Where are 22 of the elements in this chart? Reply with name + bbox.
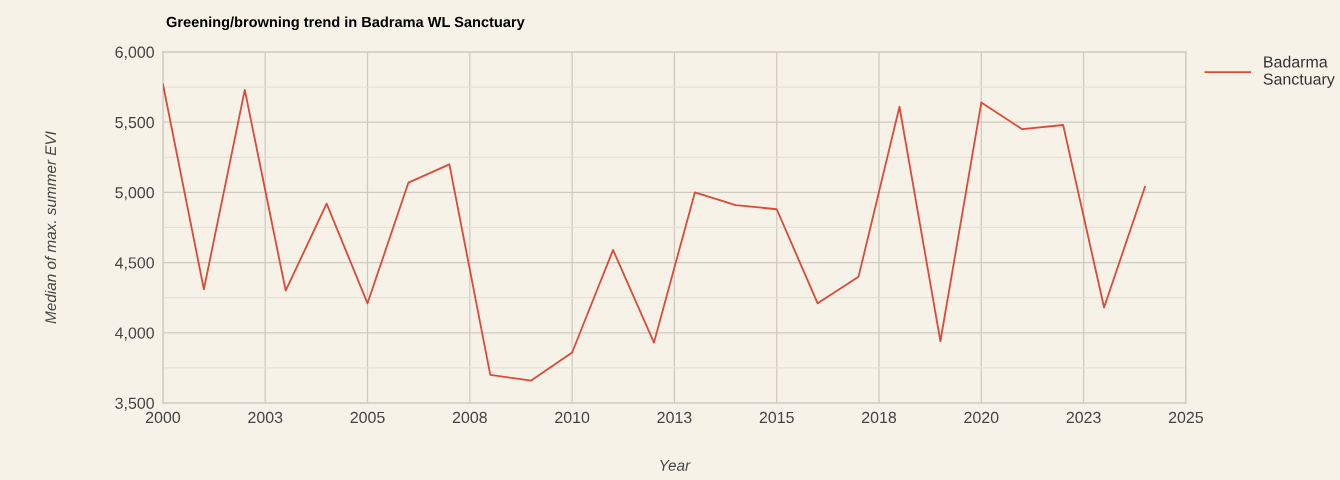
x-tick-label: 2010 xyxy=(555,411,590,424)
x-tick-label: 2013 xyxy=(657,411,692,424)
x-tick-label: 2000 xyxy=(145,411,181,424)
x-tick-label: 2020 xyxy=(964,411,999,424)
legend-label: Badarma Sanctuary xyxy=(1263,55,1335,88)
x-tick-label: 2008 xyxy=(452,411,487,424)
y-tick-label: 4,000 xyxy=(115,327,154,341)
line-series xyxy=(162,83,1146,382)
y-tick-label: 5,000 xyxy=(115,187,154,201)
x-tick-label: 2025 xyxy=(1168,411,1203,424)
chart-title: Greening/browning trend in Badrama WL Sanctuary xyxy=(166,16,525,31)
x-axis-title: Year xyxy=(660,460,691,471)
y-axis-title: Median of max. summer EVI xyxy=(44,131,57,324)
y-tick-label: 3,500 xyxy=(115,397,154,411)
x-tick-label: 2023 xyxy=(1066,411,1101,424)
x-tick-label: 2005 xyxy=(350,411,385,424)
y-tick-label: 6,000 xyxy=(115,46,154,60)
x-tick-label: 2003 xyxy=(248,411,283,424)
x-tick-label: 2015 xyxy=(759,411,794,424)
y-tick-label: 5,500 xyxy=(115,116,154,131)
x-tick-label: 2018 xyxy=(862,411,897,424)
y-tick-label: 4,500 xyxy=(115,257,154,271)
